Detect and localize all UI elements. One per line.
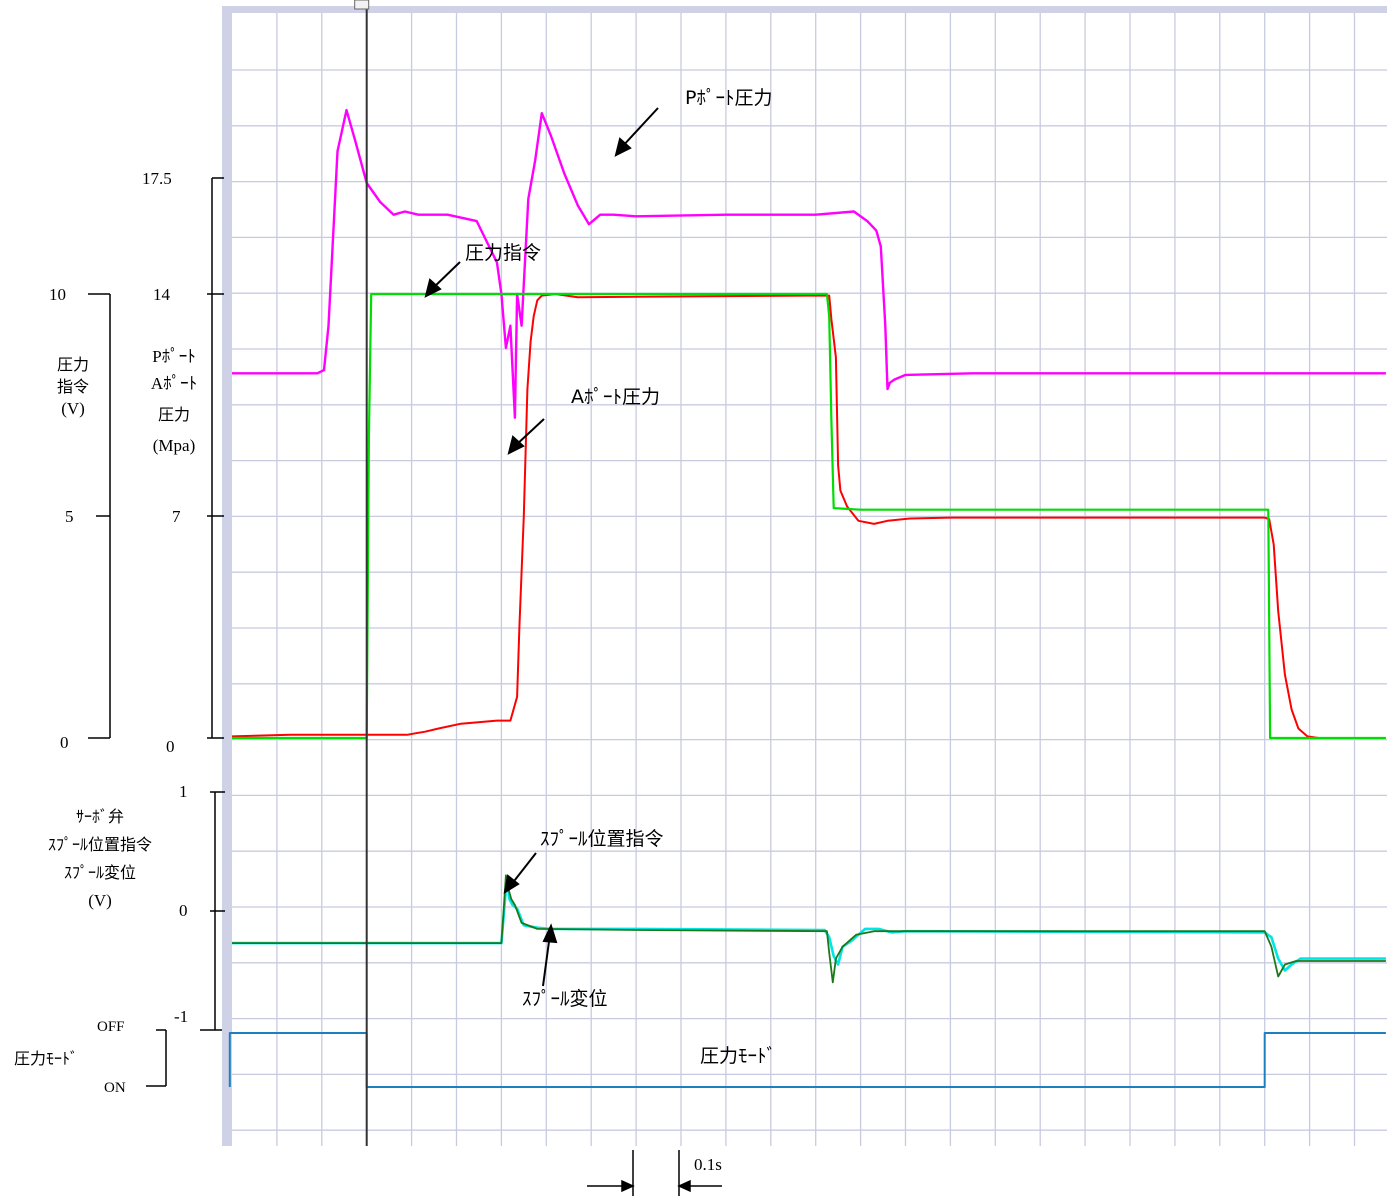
- plot-area: [232, 13, 1387, 1146]
- series-line-1: [231, 293, 1319, 739]
- left-tick-label-0: 0: [60, 733, 69, 752]
- left-axis-label-line1: 圧力: [57, 355, 89, 374]
- timescale-label: 0.1s: [694, 1155, 722, 1174]
- mode-on-label: ON: [104, 1080, 126, 1096]
- timescale-arrowhead-left: [621, 1179, 635, 1193]
- left-tick-label-5: 5: [65, 507, 74, 526]
- spool-axis-label-line2: ｽﾌﾟｰﾙ位置指令: [48, 835, 152, 854]
- annotation-arrowhead-pressure-cmd: [424, 278, 442, 298]
- spool-tick-label-1: 1: [179, 782, 188, 801]
- spool-axis-label-line1: ｻｰﾎﾞ弁: [76, 807, 124, 826]
- left-axis-label-line2: 指令: [57, 377, 89, 396]
- series-line-0: [232, 108, 1386, 419]
- right-axis-label-line3: 圧力: [158, 405, 190, 424]
- right-tick-label-14: 14: [153, 285, 171, 304]
- annotation-arrowhead-spool-disp: [542, 923, 558, 944]
- annotation-a-port-pressure: Aﾎﾟｰﾄ圧力: [571, 386, 660, 408]
- mode-off-label: OFF: [97, 1019, 125, 1035]
- left-tick-label-10: 10: [49, 285, 66, 304]
- annotation-arrow-pressure-cmd: [431, 261, 461, 290]
- right-tick-label-7: 7: [172, 507, 181, 526]
- annotation-arrowhead-a-port: [507, 435, 525, 455]
- annotation-arrowhead-p-port: [614, 137, 632, 157]
- annotation-p-port-pressure: Pﾎﾟｰﾄ圧力: [685, 87, 772, 109]
- mode-axis-label: 圧力ﾓｰﾄﾞ: [14, 1049, 78, 1068]
- right-axis-label-line4: (Mpa): [153, 436, 195, 455]
- axes: [88, 177, 225, 1087]
- annotation-arrow-p-port: [620, 107, 659, 149]
- spool-tick-label-0: 0: [179, 901, 188, 920]
- annotation-spool-position-command: ｽﾌﾟｰﾙ位置指令: [540, 828, 664, 850]
- spool-axis-label-line3: ｽﾌﾟｰﾙ変位: [64, 863, 136, 882]
- annotation-arrow-a-port: [514, 418, 545, 447]
- right-tick-label-0: 0: [166, 737, 175, 756]
- annotation-arrowhead-spool-cmd: [503, 874, 520, 895]
- annotation-spool-displacement: ｽﾌﾟｰﾙ変位: [522, 988, 608, 1010]
- right-axis-label-line1: Pﾎﾟｰﾄ: [152, 347, 195, 366]
- annotation-pressure-mode: 圧力ﾓｰﾄﾞ: [700, 1045, 776, 1067]
- annotation-arrow-spool-disp: [542, 933, 551, 987]
- series-line-2: [232, 292, 1386, 740]
- timescale-arrowhead-right: [677, 1179, 691, 1193]
- annotation-pressure-command: 圧力指令: [465, 242, 541, 264]
- left-axis-label-line3: (V): [61, 399, 85, 418]
- annotation-arrow-spool-cmd: [510, 852, 537, 886]
- spool-tick-label-minus1: -1: [174, 1007, 188, 1026]
- spool-axis-label-line4: (V): [88, 891, 112, 910]
- right-axis-label-line2: Aﾎﾟｰﾄ: [151, 374, 197, 393]
- time-cursor-handle[interactable]: [354, 0, 370, 10]
- right-tick-label-17-5: 17.5: [142, 169, 172, 188]
